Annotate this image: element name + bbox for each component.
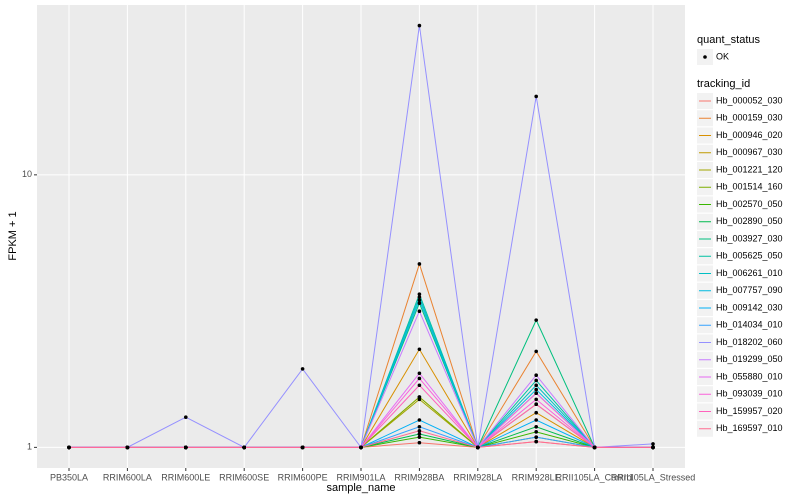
data-point xyxy=(417,262,422,266)
data-point xyxy=(534,378,538,383)
data-point xyxy=(534,391,538,396)
data-point xyxy=(534,418,538,422)
x-axis-title: sample_name xyxy=(326,482,395,494)
data-point xyxy=(534,397,538,402)
data-point xyxy=(417,440,422,445)
legend-label: Hb_009142_030 xyxy=(716,302,783,312)
data-point xyxy=(476,445,480,450)
data-point xyxy=(534,383,538,388)
legend-label: Hb_014034_010 xyxy=(716,320,783,330)
data-point xyxy=(651,445,655,450)
legend-label: Hb_005625_050 xyxy=(716,251,783,261)
legend-label: Hb_000052_030 xyxy=(716,95,783,105)
data-point xyxy=(417,23,422,28)
data-point xyxy=(417,292,422,296)
data-point xyxy=(417,376,422,381)
legend-label: Hb_001221_120 xyxy=(716,164,783,174)
y-tick-label: 10 xyxy=(22,169,32,179)
data-point xyxy=(534,439,538,444)
data-point xyxy=(417,347,422,352)
x-tick-label: RRIM928BA xyxy=(394,472,444,482)
data-point xyxy=(534,410,538,415)
legend-label: Hb_006261_010 xyxy=(716,268,783,278)
data-point xyxy=(592,445,597,450)
legend-label: Hb_159957_020 xyxy=(716,406,783,416)
legend-label: Hb_019299_050 xyxy=(716,354,783,364)
data-point xyxy=(417,383,422,388)
data-point xyxy=(534,435,538,439)
x-tick-label: RRIM928LA xyxy=(453,472,502,482)
data-point xyxy=(534,318,538,322)
x-tick-label: RRII105LA_Stressed xyxy=(611,472,696,482)
data-point xyxy=(417,435,422,439)
legend-label: Hb_001514_160 xyxy=(716,182,783,192)
data-point xyxy=(125,445,130,450)
data-point xyxy=(651,442,655,446)
data-point xyxy=(534,349,538,354)
x-tick-label: RRIM600PE xyxy=(278,472,328,482)
data-point xyxy=(417,424,422,429)
data-point xyxy=(534,387,538,392)
data-point xyxy=(534,430,538,434)
legend-label: Hb_093039_010 xyxy=(716,389,783,399)
data-point xyxy=(300,367,305,371)
legend-label: Hb_169597_010 xyxy=(716,423,783,433)
legend-label: Hb_007757_090 xyxy=(716,285,783,295)
y-axis-title: FPKM + 1 xyxy=(7,211,19,260)
legend-title: quant_status xyxy=(697,34,760,46)
legend-label: Hb_018202_060 xyxy=(716,337,783,347)
legend-label: Hb_002890_050 xyxy=(716,216,783,226)
data-point xyxy=(417,418,422,422)
x-tick-label: PB350LA xyxy=(50,472,88,482)
legend-label: Hb_002570_050 xyxy=(716,199,783,209)
x-tick-label: RRIM600LA xyxy=(103,472,152,482)
data-point xyxy=(300,445,305,450)
x-tick-label: RRIM928LE xyxy=(512,472,561,482)
data-point xyxy=(534,402,538,407)
data-point xyxy=(184,445,188,450)
data-point xyxy=(417,429,422,433)
data-point xyxy=(417,371,422,376)
data-point xyxy=(184,415,188,420)
x-tick-label: RRIM600LE xyxy=(161,472,210,482)
data-point xyxy=(242,445,246,450)
data-point xyxy=(417,301,422,306)
data-point xyxy=(417,295,422,299)
legend-label: Hb_003927_030 xyxy=(716,233,783,243)
data-point xyxy=(359,445,363,450)
legend-label: Hb_000946_020 xyxy=(716,130,783,140)
legend-title: tracking_id xyxy=(697,78,750,90)
data-point xyxy=(67,445,71,450)
data-point xyxy=(417,432,422,436)
data-point xyxy=(417,298,422,302)
data-point xyxy=(534,424,538,429)
x-tick-label: RRIM600SE xyxy=(219,472,269,482)
legend-label: Hb_000967_030 xyxy=(716,147,783,157)
data-point xyxy=(417,395,422,399)
data-point xyxy=(534,94,538,99)
legend-label: OK xyxy=(716,51,729,61)
y-tick-label: 1 xyxy=(27,442,32,452)
legend-label: Hb_055880_010 xyxy=(716,371,783,381)
legend-label: Hb_000159_030 xyxy=(716,113,783,123)
x-tick-label: RRIM901LA xyxy=(336,472,385,482)
data-point xyxy=(534,373,538,377)
legend-point xyxy=(703,55,707,59)
data-point xyxy=(417,309,422,313)
x-tick-label: RRII105LA_Control xyxy=(556,472,634,482)
